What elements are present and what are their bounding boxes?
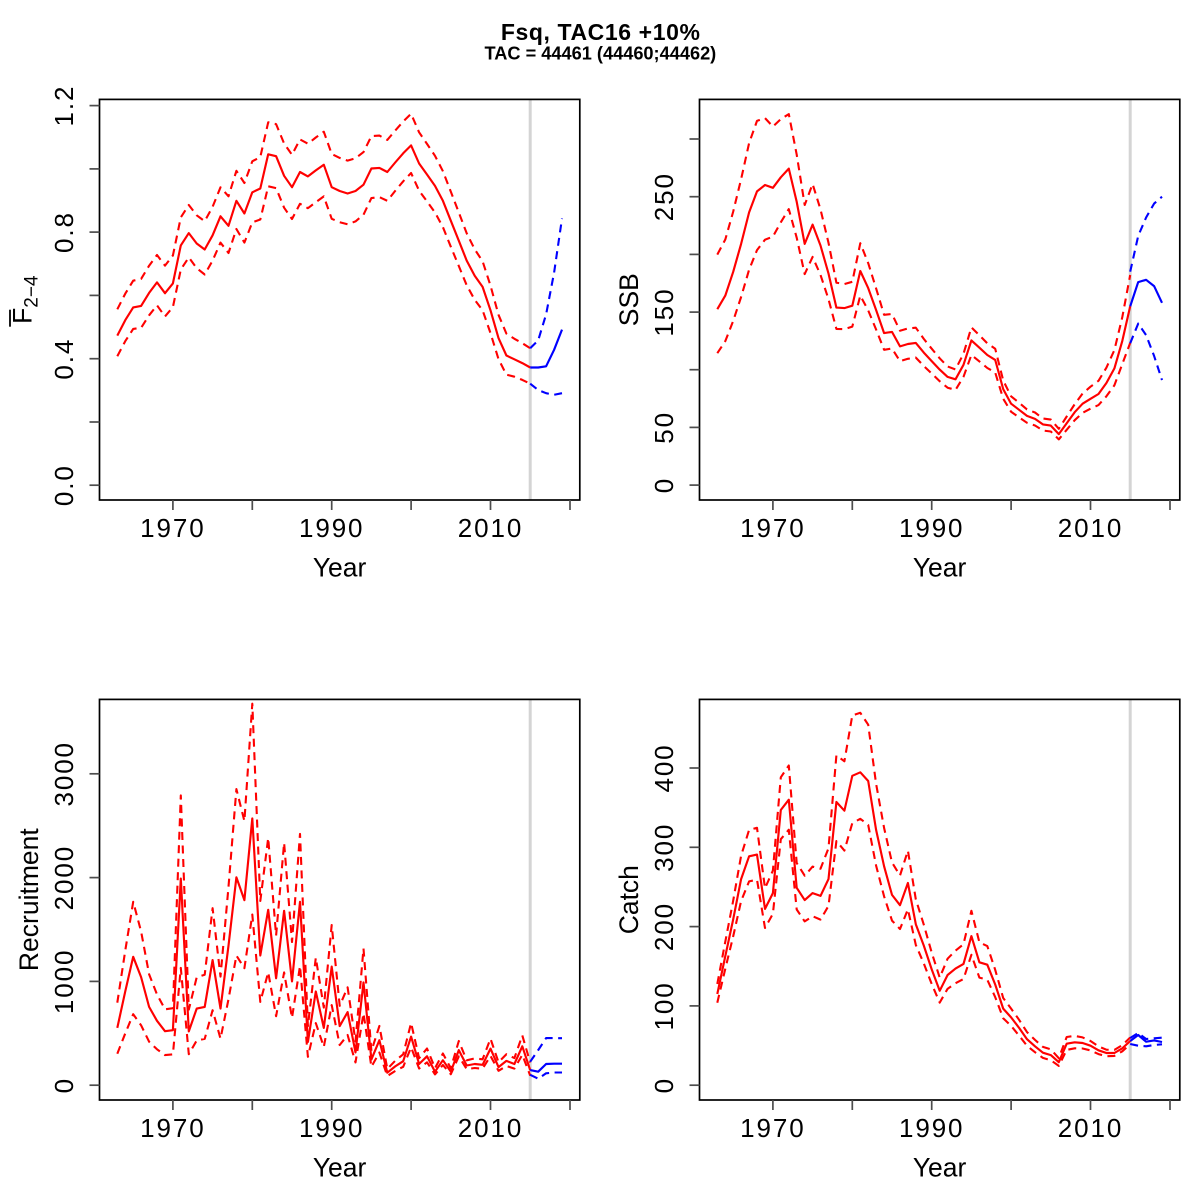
svg-text:250: 250 [649,172,679,221]
svg-text:200: 200 [649,902,679,951]
svg-text:100: 100 [649,981,679,1030]
svg-text:1970: 1970 [140,1113,205,1143]
svg-text:1.2: 1.2 [49,85,79,127]
svg-text:2010: 2010 [1058,1113,1123,1143]
svg-text:1970: 1970 [740,513,805,543]
svg-text:1990: 1990 [899,513,964,543]
svg-text:Year: Year [313,1152,367,1182]
svg-text:150: 150 [649,288,679,337]
svg-text:1990: 1990 [899,1113,964,1143]
svg-text:0.8: 0.8 [49,211,79,253]
svg-text:Year: Year [313,552,367,582]
svg-text:2010: 2010 [458,1113,523,1143]
svg-text:Fsq, TAC16 +10%: Fsq, TAC16 +10% [501,19,701,45]
svg-text:0.0: 0.0 [49,464,79,506]
svg-text:0: 0 [649,1077,679,1093]
svg-text:0: 0 [49,1077,79,1093]
svg-text:TAC = 44461 (44460;44462): TAC = 44461 (44460;44462) [485,44,717,64]
svg-text:1000: 1000 [49,949,79,1014]
svg-text:2000: 2000 [49,845,79,910]
svg-text:2010: 2010 [458,513,523,543]
svg-text:1990: 1990 [299,1113,364,1143]
svg-text:3000: 3000 [49,741,79,806]
svg-text:SSB: SSB [614,273,644,326]
svg-text:50: 50 [649,411,679,444]
svg-text:Year: Year [913,552,967,582]
svg-text:0: 0 [649,477,679,493]
svg-text:Recruitment: Recruitment [14,828,44,971]
svg-text:2010: 2010 [1058,513,1123,543]
svg-text:1970: 1970 [140,513,205,543]
svg-text:400: 400 [649,743,679,792]
svg-text:1990: 1990 [299,513,364,543]
svg-text:Year: Year [913,1152,967,1182]
svg-text:0.4: 0.4 [49,338,79,380]
svg-text:1970: 1970 [740,1113,805,1143]
svg-text:F2−4: F2−4 [8,275,43,324]
svg-text:Catch: Catch [614,865,644,934]
svg-text:300: 300 [649,823,679,872]
